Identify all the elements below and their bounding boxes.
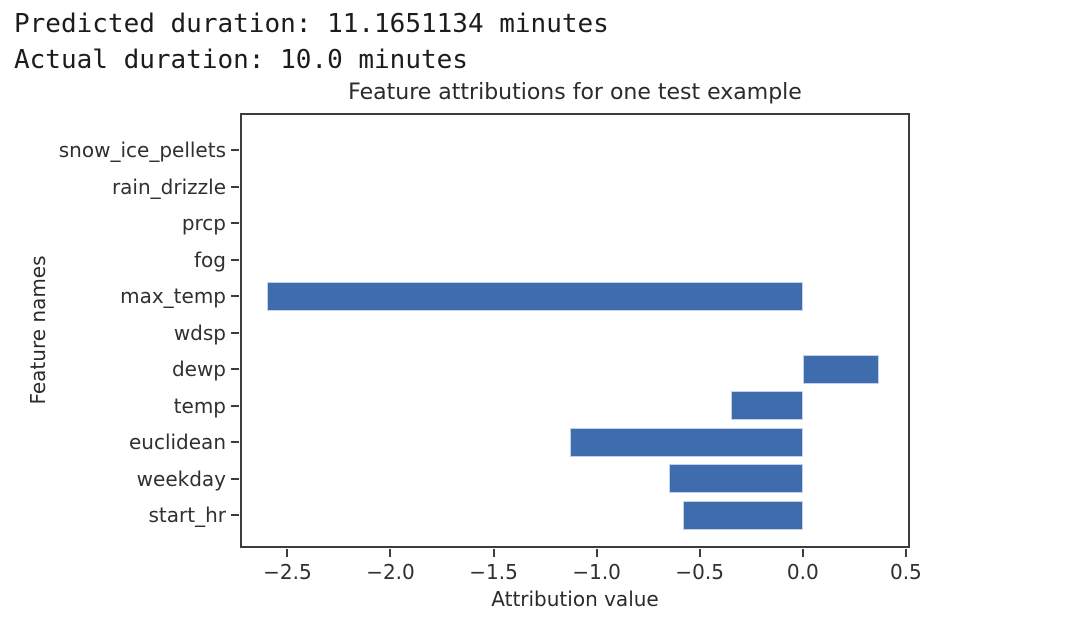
x-tick-mark [904, 549, 907, 557]
y-tick-label: prcp [181, 211, 226, 235]
chart-title: Feature attributions for one test exampl… [348, 80, 802, 105]
y-tick-mark [231, 477, 239, 480]
y-tick-mark [231, 441, 239, 443]
predicted-duration-line: Predicted duration: 11.1651134 minutes [14, 9, 609, 39]
y-tick-label: start_hr [148, 503, 226, 527]
bar [730, 391, 803, 420]
x-tick-label: −1.5 [469, 560, 518, 584]
x-axis-label: Attribution value [491, 587, 659, 611]
x-tick-label: −2.5 [263, 560, 312, 584]
x-tick-mark [801, 549, 804, 557]
y-tick-label: euclidean [128, 430, 226, 454]
y-tick-mark [231, 258, 239, 261]
y-tick-mark [231, 185, 239, 188]
x-tick-label: 0.5 [889, 560, 922, 584]
x-tick-label: 0.0 [786, 560, 819, 584]
y-tick-mark [231, 331, 239, 334]
y-tick-mark [231, 149, 239, 151]
y-tick-mark [231, 368, 239, 370]
y-tick-mark [231, 222, 239, 224]
x-tick-mark [698, 549, 701, 557]
y-tick-label: rain_drizzle [111, 174, 226, 199]
y-tick-label: weekday [136, 466, 226, 491]
y-tick-label: dewp [171, 357, 226, 381]
x-tick-label: −2.0 [366, 560, 415, 584]
y-tick-label: max_temp [120, 284, 226, 308]
y-axis-label: Feature names [26, 255, 50, 405]
y-tick-label: snow_ice_pellets [58, 138, 226, 162]
y-tick-mark [231, 295, 239, 297]
x-tick-label: −0.5 [675, 560, 724, 584]
y-tick-label: wdsp [173, 320, 226, 345]
bar [683, 500, 803, 530]
console-output: Predicted duration: 11.1651134 minutes Ac… [14, 6, 609, 78]
x-tick-mark [286, 549, 289, 557]
x-tick-mark [389, 549, 392, 557]
bar [266, 281, 803, 311]
y-tick-mark [231, 404, 239, 407]
x-tick-mark [492, 549, 495, 557]
x-tick-label: −1.0 [572, 560, 621, 584]
y-tick-label: temp [173, 393, 226, 418]
bar [802, 354, 880, 384]
y-tick-label: fog [194, 247, 226, 272]
y-tick-mark [231, 514, 239, 516]
bar [668, 464, 803, 493]
actual-duration-line: Actual duration: 10.0 minutes [14, 45, 468, 75]
bar [569, 427, 803, 457]
x-tick-mark [595, 549, 598, 557]
plot-area [240, 113, 910, 548]
